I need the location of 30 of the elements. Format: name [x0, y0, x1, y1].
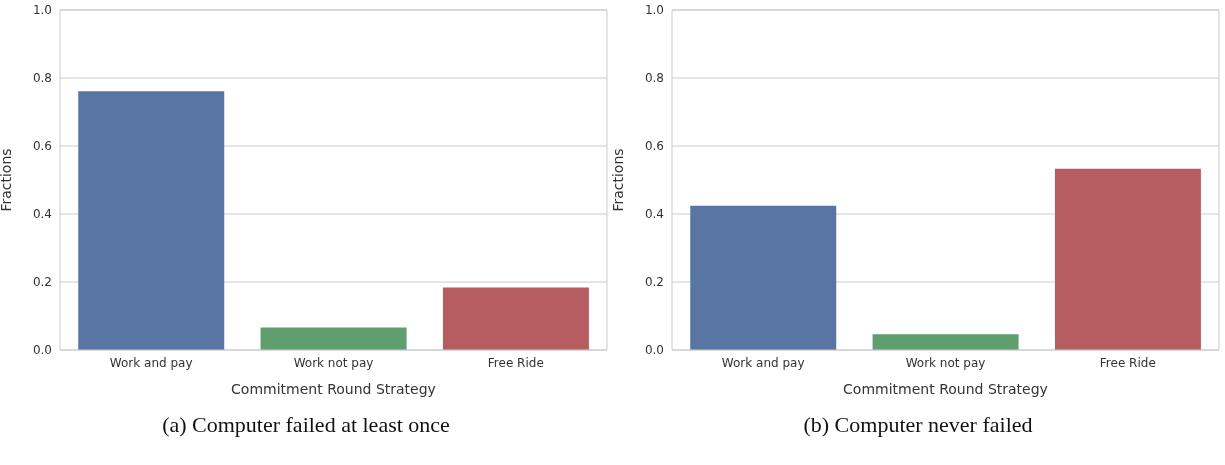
y-axis-title: Fractions	[609, 148, 626, 212]
x-tick-label: Work and pay	[109, 355, 193, 370]
y-tick-label: 1.0	[644, 3, 664, 18]
bar	[442, 287, 589, 350]
y-tick-label: 0.8	[32, 71, 52, 86]
text: (b) Computer never failed	[802, 412, 1034, 438]
y-tick-label: 0.6	[32, 139, 52, 154]
y-tick-label: 0.0	[644, 343, 664, 358]
x-axis-title: Commitment Round Strategy	[843, 381, 1048, 397]
y-tick-label: 0.8	[644, 71, 664, 86]
bar	[690, 205, 837, 350]
y-axis-title: Fractions	[0, 148, 14, 212]
x-tick-label: Free Ride	[487, 355, 544, 370]
x-tick-label: Work not pay	[293, 355, 374, 370]
y-tick-label: 0.4	[644, 207, 664, 222]
text: (a) Computer failed at least once	[161, 412, 451, 438]
bar	[78, 91, 225, 350]
bar	[872, 334, 1019, 350]
y-tick-label: 0.2	[644, 275, 664, 290]
bar	[260, 327, 407, 350]
y-tick-label: 0.0	[32, 343, 52, 358]
y-tick-label: 0.2	[32, 275, 52, 290]
y-tick-label: 0.6	[644, 139, 664, 154]
x-tick-label: Work and pay	[721, 355, 805, 370]
y-tick-label: 0.4	[32, 207, 52, 222]
x-axis-title: Commitment Round Strategy	[231, 381, 436, 397]
x-tick-label: Free Ride	[1099, 355, 1156, 370]
x-tick-label: Work not pay	[905, 355, 986, 370]
bar	[1054, 168, 1201, 350]
y-tick-label: 1.0	[32, 3, 52, 18]
